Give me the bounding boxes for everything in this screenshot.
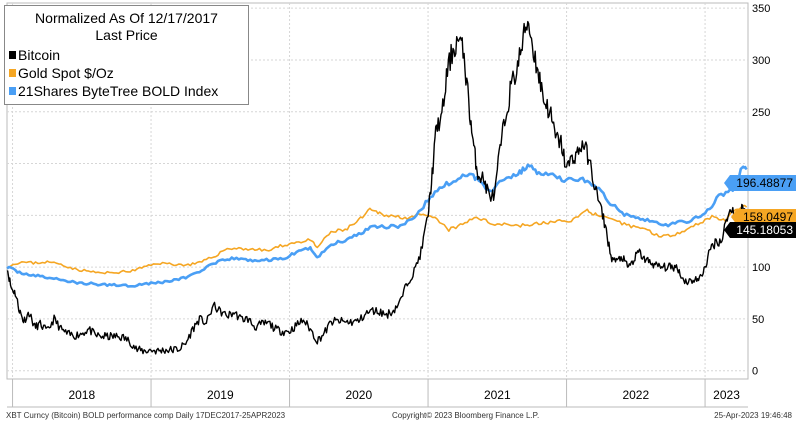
- x-tick-label: 2022: [622, 388, 649, 402]
- legend-swatch-gold: [9, 69, 16, 77]
- legend-label-bold-index: 21Shares ByteTree BOLD Index: [18, 83, 219, 99]
- last-value-tag-bitcoin: 145.18053: [724, 222, 796, 238]
- legend-entry-bold-index: 21Shares ByteTree BOLD Index: [9, 83, 218, 100]
- legend-label-bitcoin: Bitcoin: [18, 47, 61, 63]
- y-tick-label: 350: [752, 3, 770, 15]
- x-tick-label: 2018: [68, 388, 95, 402]
- y-tick-label: 250: [752, 107, 770, 119]
- y-tick-label: 100: [752, 262, 770, 274]
- footer-copyright: Copyright© 2023 Bloomberg Finance L.P.: [392, 411, 540, 420]
- footer-source: XBT Curncy (Bitcoin) BOLD performance co…: [6, 411, 286, 420]
- plot-frame: [6, 2, 749, 380]
- series-line-gold-spot-oz: [6, 204, 748, 275]
- legend-label-gold: Gold Spot $/Oz: [18, 65, 114, 81]
- x-tick-label: 2023: [713, 388, 740, 402]
- legend-entry-bitcoin: Bitcoin: [9, 47, 60, 64]
- y-tick-label: 300: [752, 55, 770, 67]
- series-lines: [6, 20, 748, 355]
- y-axis: 050100150250300350: [752, 3, 770, 378]
- series-line-bitcoin: [6, 20, 748, 355]
- legend-swatch-bitcoin: [9, 51, 16, 59]
- legend-swatch-bold-index: [9, 87, 16, 95]
- chart-subtitle: Last Price: [95, 27, 158, 43]
- x-tick-label: 2019: [207, 388, 234, 402]
- footer-timestamp: 25-Apr-2023 19:46:48: [714, 411, 792, 420]
- last-value-tag-gold: 158.0497: [730, 209, 796, 225]
- series-line-21shares-bytetree-bold-index: [6, 163, 748, 288]
- x-tick-label: 2021: [484, 388, 511, 402]
- legend-entry-gold: Gold Spot $/Oz: [9, 65, 114, 82]
- y-tick-label: 50: [752, 314, 764, 326]
- legend: Normalized As Of 12/17/2017 Last Price B…: [4, 5, 249, 105]
- last-value-tag-bold-index: 196.48877: [724, 175, 796, 191]
- y-tick-label: 0: [752, 366, 758, 378]
- x-axis: 2018 2019 2020 2021 2022 2023: [7, 379, 748, 408]
- chart-title: Normalized As Of 12/17/2017: [35, 10, 218, 26]
- x-tick-label: 2020: [345, 388, 372, 402]
